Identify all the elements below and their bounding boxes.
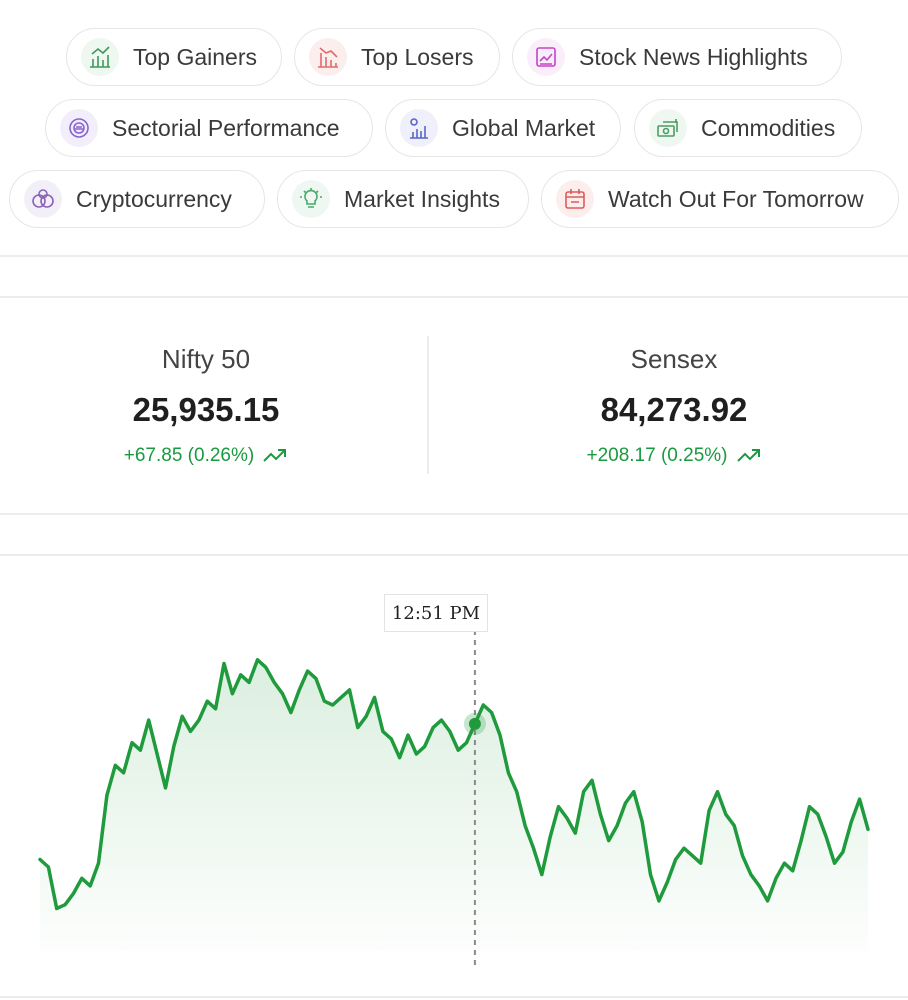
index-change: +67.85 (0.26%): [124, 445, 288, 467]
chart-area-fill: [40, 659, 868, 951]
chip-cryptocurrency[interactable]: Cryptocurrency: [9, 170, 265, 228]
chip-commodities[interactable]: Commodities: [634, 99, 862, 157]
chip-label: Watch Out For Tomorrow: [608, 185, 864, 212]
divider: [0, 554, 908, 556]
cash-stack-icon: [649, 109, 687, 147]
index-change-text: +208.17 (0.25%): [586, 445, 728, 466]
divider: [0, 255, 908, 257]
bar-chart-up-icon: [81, 38, 119, 76]
trend-up-icon: [263, 449, 287, 462]
vertical-divider: [427, 336, 429, 474]
index-change-text: +67.85 (0.26%): [123, 445, 255, 466]
index-card-nifty[interactable]: Nifty 50 25,935.15 +67.85 (0.26%): [0, 298, 412, 512]
chip-label: Sectorial Performance: [112, 114, 340, 141]
bar-chart-down-icon: [309, 38, 347, 76]
chip-top-gainers[interactable]: Top Gainers: [66, 28, 282, 86]
index-value: 84,273.92: [600, 391, 748, 428]
chip-label: Cryptocurrency: [76, 185, 232, 212]
divider: [0, 513, 908, 515]
gauge-icon: [60, 109, 98, 147]
index-name: Nifty 50: [161, 344, 251, 374]
chip-market-insights[interactable]: Market Insights: [277, 170, 529, 228]
chip-label: Global Market: [452, 114, 596, 141]
chip-label: Market Insights: [344, 185, 500, 212]
lightbulb-icon: [292, 180, 330, 218]
chip-sectorial-performance[interactable]: Sectorial Performance: [45, 99, 373, 157]
hover-point: [468, 717, 481, 730]
index-value: 25,935.15: [132, 391, 280, 428]
chip-label: Stock News Highlights: [579, 43, 808, 70]
trend-up-icon: [736, 449, 760, 462]
tooltip-time: 12:51 PM: [391, 602, 481, 624]
chip-label: Top Gainers: [133, 43, 258, 70]
chip-label: Top Losers: [361, 43, 474, 70]
calendar-icon: [556, 180, 594, 218]
divider: [0, 996, 908, 998]
index-change: +208.17 (0.25%): [586, 445, 761, 467]
chip-label: Commodities: [701, 114, 836, 141]
index-name: Sensex: [630, 344, 718, 374]
coins-icon: [24, 180, 62, 218]
intraday-chart[interactable]: [0, 556, 908, 976]
chip-stock-news-highlights[interactable]: Stock News Highlights: [512, 28, 842, 86]
chart-tooltip: 12:51 PM: [384, 594, 488, 632]
chip-watch-out-for-tomorrow[interactable]: Watch Out For Tomorrow: [541, 170, 899, 228]
chart-series-line: [38, 658, 870, 911]
chip-top-losers[interactable]: Top Losers: [294, 28, 500, 86]
divider: [0, 296, 908, 298]
chip-global-market[interactable]: Global Market: [385, 99, 621, 157]
index-summary: Nifty 50 25,935.15 +67.85 (0.26%) Sensex…: [0, 298, 908, 512]
index-card-sensex[interactable]: Sensex 84,273.92 +208.17 (0.25%): [440, 298, 908, 512]
news-chart-icon: [527, 38, 565, 76]
quick-links: Top Gainers Top Losers Stock News Highli…: [0, 0, 908, 240]
globe-chart-icon: [400, 109, 438, 147]
